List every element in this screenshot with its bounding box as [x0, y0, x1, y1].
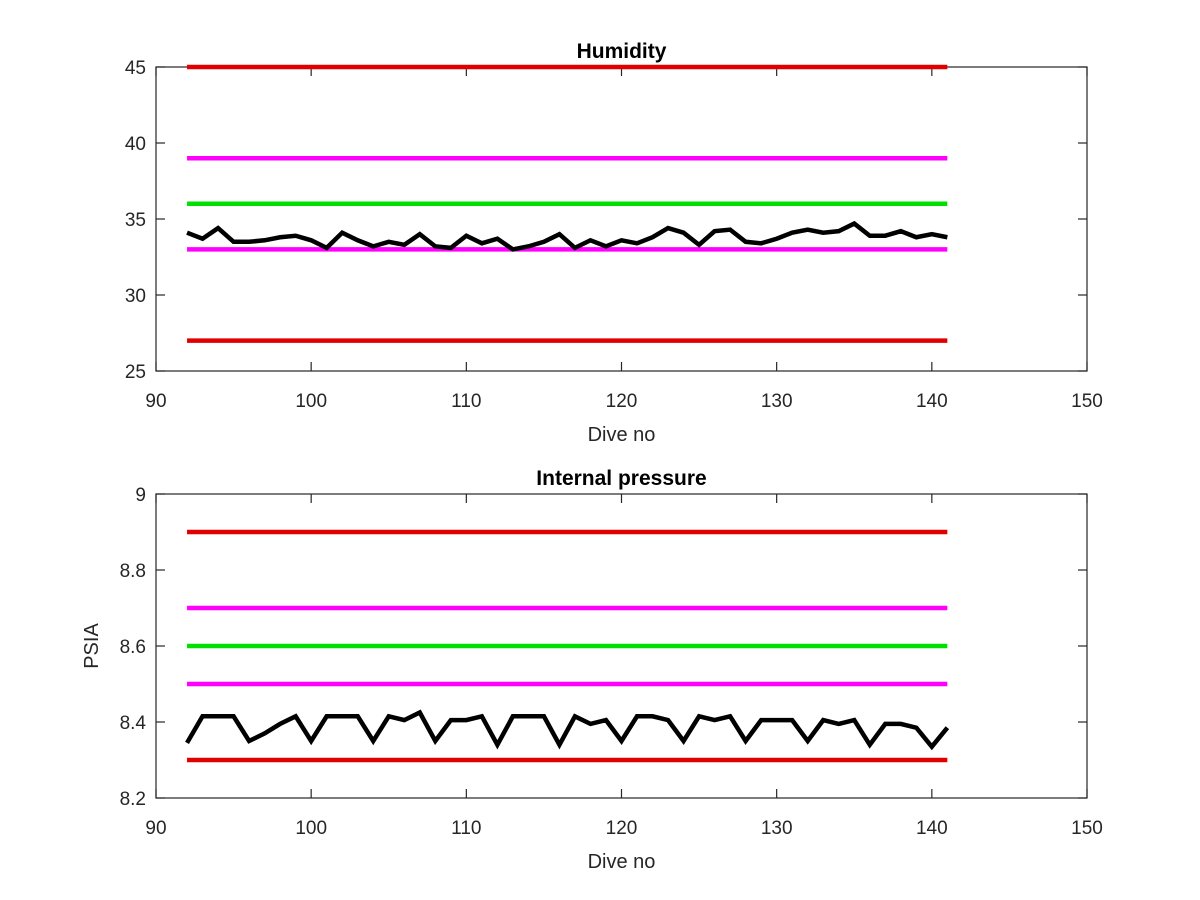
humidity-plot: 90 100 110 120 130 140 150 25 30 35 40 45 Humidity Di…	[125, 40, 1103, 446]
plot-0-y-tick-label: 25	[125, 362, 146, 383]
plot-1-y-tick-label: 8.2	[120, 789, 146, 810]
plot-0-series-line	[186, 220, 948, 252]
plot-0-y-tick-label: 40	[125, 134, 146, 155]
plot-0-x-tick-label: 100	[295, 391, 327, 412]
plot-0-y-tick-label: 45	[125, 58, 146, 79]
plot-1-series-line	[185, 709, 950, 751]
plot-0-x-tick-label: 120	[606, 391, 638, 412]
plot-0-x-axis-label: Dive no	[588, 424, 656, 446]
plot-0-axes-frame	[155, 66, 1088, 372]
plot-1-x-axis-label: Dive no	[588, 851, 656, 873]
internal-pressure-plot: 90 100 110 120 130 140 150 8.2 8.4 8.6 8.8 9 Interna…	[81, 467, 1103, 873]
plot-1-x-tick-label: 90	[145, 818, 166, 839]
plot-1-x-tick-label: 120	[606, 818, 638, 839]
plot-1-title: Internal pressure	[536, 467, 706, 490]
plot-1-y-tick-label: 9	[135, 485, 146, 506]
plot-0-x-tick-label: 150	[1071, 391, 1103, 412]
plot-0-x-tick-label: 90	[145, 391, 166, 412]
plot-1-x-tick-label: 130	[761, 818, 793, 839]
plot-0-y-tick-label: 35	[125, 210, 146, 231]
plot-1-x-tick-label: 110	[451, 818, 481, 839]
plot-1-x-tick-label: 150	[1071, 818, 1103, 839]
plot-0-x-tick-label: 110	[451, 391, 481, 412]
plot-0-title: Humidity	[577, 40, 667, 63]
plot-1-y-tick-label: 8.4	[120, 713, 147, 734]
plot-0-y-tick-label: 30	[125, 286, 146, 307]
plot-1-x-tick-label: 140	[916, 818, 948, 839]
plot-0-x-tick-label: 140	[916, 391, 948, 412]
plot-1-y-tick-label: 8.8	[120, 561, 146, 582]
plot-1-y-axis-label: PSIA	[81, 623, 103, 669]
plot-1-x-tick-label: 100	[295, 818, 327, 839]
plot-1-y-tick-label: 8.6	[120, 637, 146, 658]
plot-0-x-tick-label: 130	[761, 391, 793, 412]
